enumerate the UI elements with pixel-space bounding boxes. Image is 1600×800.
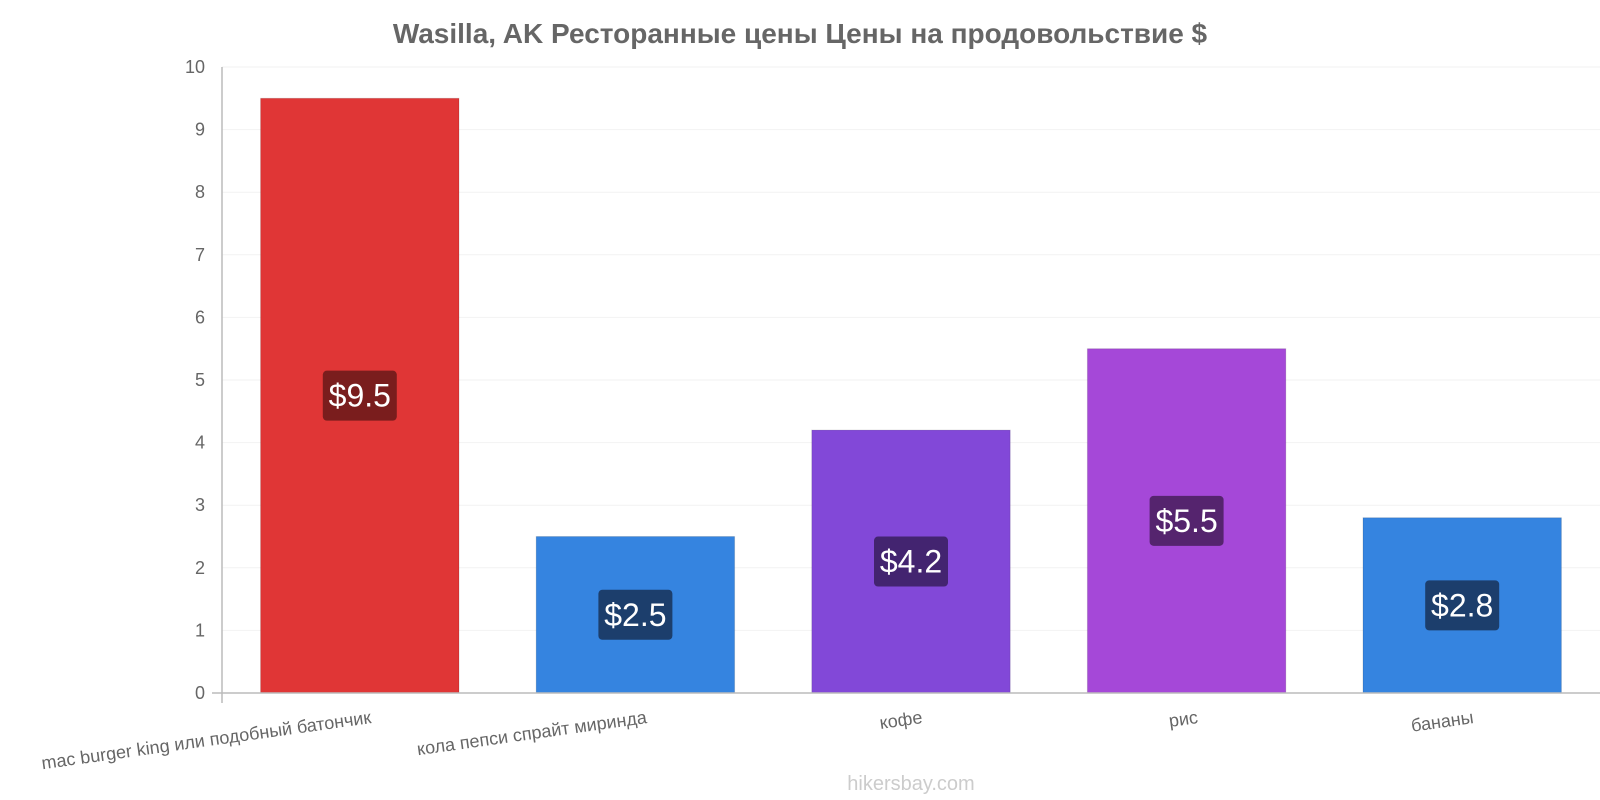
bars: $9.5 $2.5 $4.2 $5.5 $2.8 — [260, 97, 1562, 694]
y-tick-label: 2 — [195, 558, 205, 578]
watermark: hikersbay.com — [847, 773, 974, 795]
x-tick-label: рис — [1168, 707, 1200, 731]
y-axis: 0 1 2 3 4 5 6 7 8 9 10 — [185, 57, 223, 703]
value-label-bg — [1425, 580, 1500, 631]
x-tick-label: mac burger king или подобный батончик — [40, 707, 372, 773]
y-tick-label: 10 — [185, 57, 205, 77]
chart-title: Wasilla, AK Ресторанные цены Цены на про… — [393, 18, 1208, 49]
y-tick-label: 1 — [195, 620, 205, 640]
value-label-bg — [322, 370, 397, 421]
value-label: $2.8 — [1431, 587, 1493, 623]
value-label: $4.2 — [880, 544, 942, 580]
y-tick-label: 8 — [195, 182, 205, 202]
value-label: $2.5 — [604, 597, 666, 633]
y-tick-label: 0 — [195, 683, 205, 703]
y-tick-label: 4 — [195, 433, 205, 453]
x-axis: mac burger king или подобный батончик кол… — [40, 692, 1600, 773]
y-tick-label: 7 — [195, 245, 205, 265]
value-label: $5.5 — [1155, 503, 1217, 539]
x-tick-label: кофе — [878, 707, 923, 733]
value-label-bg — [598, 589, 673, 640]
x-tick-label: кола пепси спрайт миринда — [416, 707, 649, 759]
value-label-bg — [874, 536, 948, 587]
y-tick-label: 6 — [195, 307, 205, 327]
y-tick-label: 3 — [195, 495, 205, 515]
value-label: $9.5 — [329, 378, 391, 414]
y-tick-label: 5 — [195, 370, 205, 390]
y-tick-label: 9 — [195, 120, 205, 140]
value-label-bg — [1149, 495, 1224, 546]
x-tick-label: бананы — [1410, 707, 1475, 736]
